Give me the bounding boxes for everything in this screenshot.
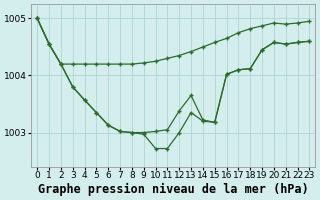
X-axis label: Graphe pression niveau de la mer (hPa): Graphe pression niveau de la mer (hPa) <box>38 183 309 196</box>
